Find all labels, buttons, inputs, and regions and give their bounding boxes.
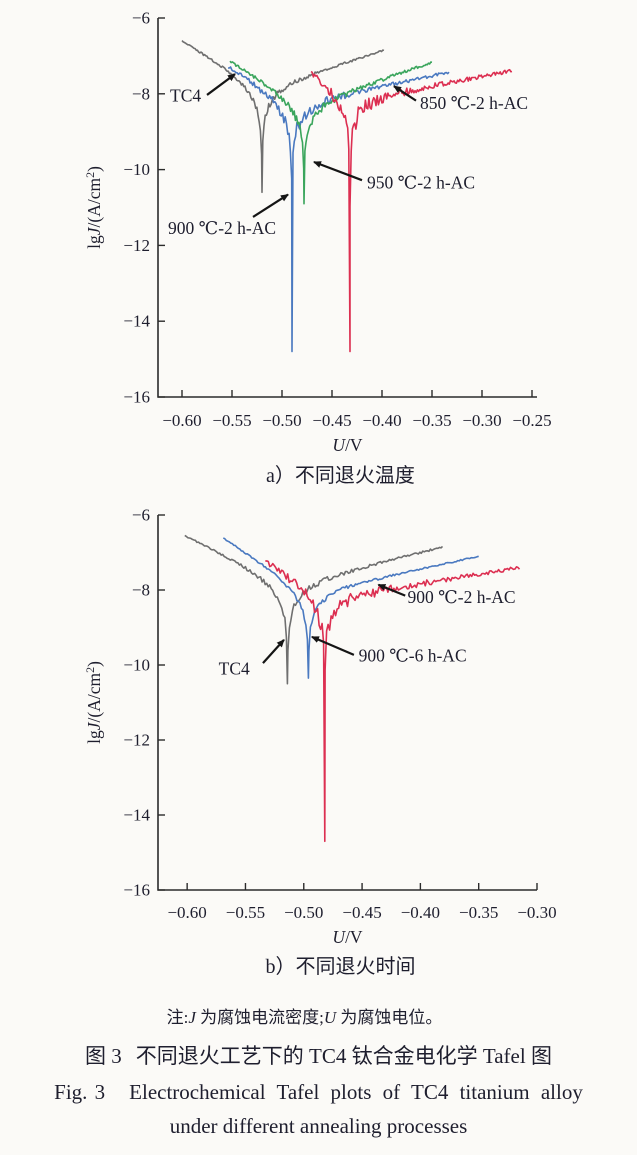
x-tick-label: −0.55	[226, 903, 265, 922]
y-tick-label: −10	[123, 160, 150, 179]
y-tick-label: −16	[123, 881, 150, 900]
x-tick-label: −0.50	[284, 903, 323, 922]
caption-zh: 图 3 不同退火工艺下的 TC4 钛合金电化学 Tafel 图	[0, 1040, 637, 1070]
tafel-plot-a: −0.60 −0.55 −0.50 −0.45 −0.40 −0.35 −0.30 −0.25…	[83, 9, 552, 488]
series-TC4	[184, 534, 444, 685]
note-text-1: 为腐蚀电流密度;	[195, 1008, 324, 1027]
y-tick-label: −6	[132, 9, 150, 28]
series-850-℃-2-h-AC	[310, 68, 513, 353]
figure-note: 注:J 为腐蚀电流密度;U 为腐蚀电位。	[0, 1003, 623, 1028]
annotation-label: 900 ℃-2 h-AC	[408, 587, 516, 607]
note-symbol-u: U	[323, 1008, 337, 1027]
y-axis-title: lgJ/(A/cm2)	[83, 166, 104, 249]
annotations: 900 ℃-2 h-AC 900 ℃-6 h-AC TC4	[219, 583, 516, 678]
x-tick-label: −0.50	[262, 411, 301, 430]
series-TC4	[181, 40, 385, 194]
annotations: TC4 850 ℃-2 h-AC 950 ℃-2 h-AC 900 ℃-2 h-AC	[168, 73, 528, 238]
x-tick-label: −0.30	[462, 411, 501, 430]
x-tick-label: −0.60	[167, 903, 206, 922]
axes: −0.60 −0.55 −0.50 −0.45 −0.40 −0.35 −0.30 −0.25…	[123, 9, 551, 431]
subplot-subtitle: b）不同退火时间	[266, 955, 416, 978]
caption-en-text: Electrochemical Tafel plots of TC4 titan…	[129, 1080, 583, 1104]
series-950-℃-2-h-AC	[229, 60, 433, 205]
subplot-subtitle: a）不同退火温度	[266, 464, 415, 487]
x-tick-label: −0.60	[162, 411, 201, 430]
x-axis-title: U/V	[332, 435, 363, 455]
annotation-label: TC4	[170, 85, 201, 105]
caption-en-line1: Fig. 3 Electrochemical Tafel plots of TC4…	[0, 1080, 637, 1105]
annotation-arrow	[262, 639, 285, 664]
x-tick-label: −0.25	[512, 411, 551, 430]
y-tick-label: −8	[132, 581, 150, 600]
annotation-label: 900 ℃-6 h-AC	[359, 645, 467, 665]
annotation-arrow	[393, 85, 417, 102]
annotation-arrow	[311, 635, 355, 656]
annotation-label: 850 ℃-2 h-AC	[420, 93, 528, 113]
caption-en-number: Fig. 3	[54, 1080, 106, 1104]
annotation-label: 950 ℃-2 h-AC	[367, 173, 475, 193]
x-tick-label: −0.55	[212, 411, 251, 430]
y-tick-label: −6	[132, 506, 150, 525]
annotation-arrow	[252, 193, 289, 218]
y-tick-label: −14	[123, 806, 150, 825]
caption-zh-text: 不同退火工艺下的 TC4 钛合金电化学 Tafel 图	[135, 1044, 552, 1068]
x-tick-label: −0.35	[459, 903, 498, 922]
y-tick-label: −16	[123, 388, 150, 407]
plot-series	[181, 40, 513, 353]
annotation-arrow	[206, 73, 236, 96]
caption-zh-number: 图 3	[85, 1044, 122, 1068]
series-900-℃-2-h-AC	[265, 560, 521, 843]
y-tick-label: −8	[132, 84, 150, 103]
x-tick-label: −0.40	[362, 411, 401, 430]
caption-en-line2: under different annealing processes	[169, 1114, 468, 1138]
note-symbol-j: J	[188, 1008, 196, 1027]
series-900-℃-6-h-AC	[222, 537, 479, 679]
plot-series	[184, 534, 521, 843]
x-tick-label: −0.30	[517, 903, 556, 922]
annotation-label: TC4	[219, 658, 250, 678]
note-prefix: 注:	[166, 1008, 189, 1027]
x-tick-label: −0.45	[312, 411, 351, 430]
tafel-plot-b: −0.60 −0.55 −0.50 −0.45 −0.40 −0.35 −0.30 −6 −8 −…	[83, 506, 557, 979]
axes: −0.60 −0.55 −0.50 −0.45 −0.40 −0.35 −0.30 −6 −8 −…	[123, 506, 556, 923]
annotation-arrow	[313, 160, 363, 182]
x-tick-label: −0.40	[401, 903, 440, 922]
annotation-arrow	[377, 583, 406, 597]
y-tick-label: −10	[123, 656, 150, 675]
note-text-2: 为腐蚀电位。	[336, 1008, 443, 1027]
y-tick-label: −12	[123, 236, 150, 255]
y-tick-label: −14	[123, 312, 150, 331]
x-tick-label: −0.35	[412, 411, 451, 430]
x-tick-label: −0.45	[342, 903, 381, 922]
y-axis-title: lgJ/(A/cm2)	[83, 661, 104, 744]
y-tick-label: −12	[123, 731, 150, 750]
x-axis-title: U/V	[332, 927, 363, 947]
annotation-label: 900 ℃-2 h-AC	[168, 218, 276, 238]
